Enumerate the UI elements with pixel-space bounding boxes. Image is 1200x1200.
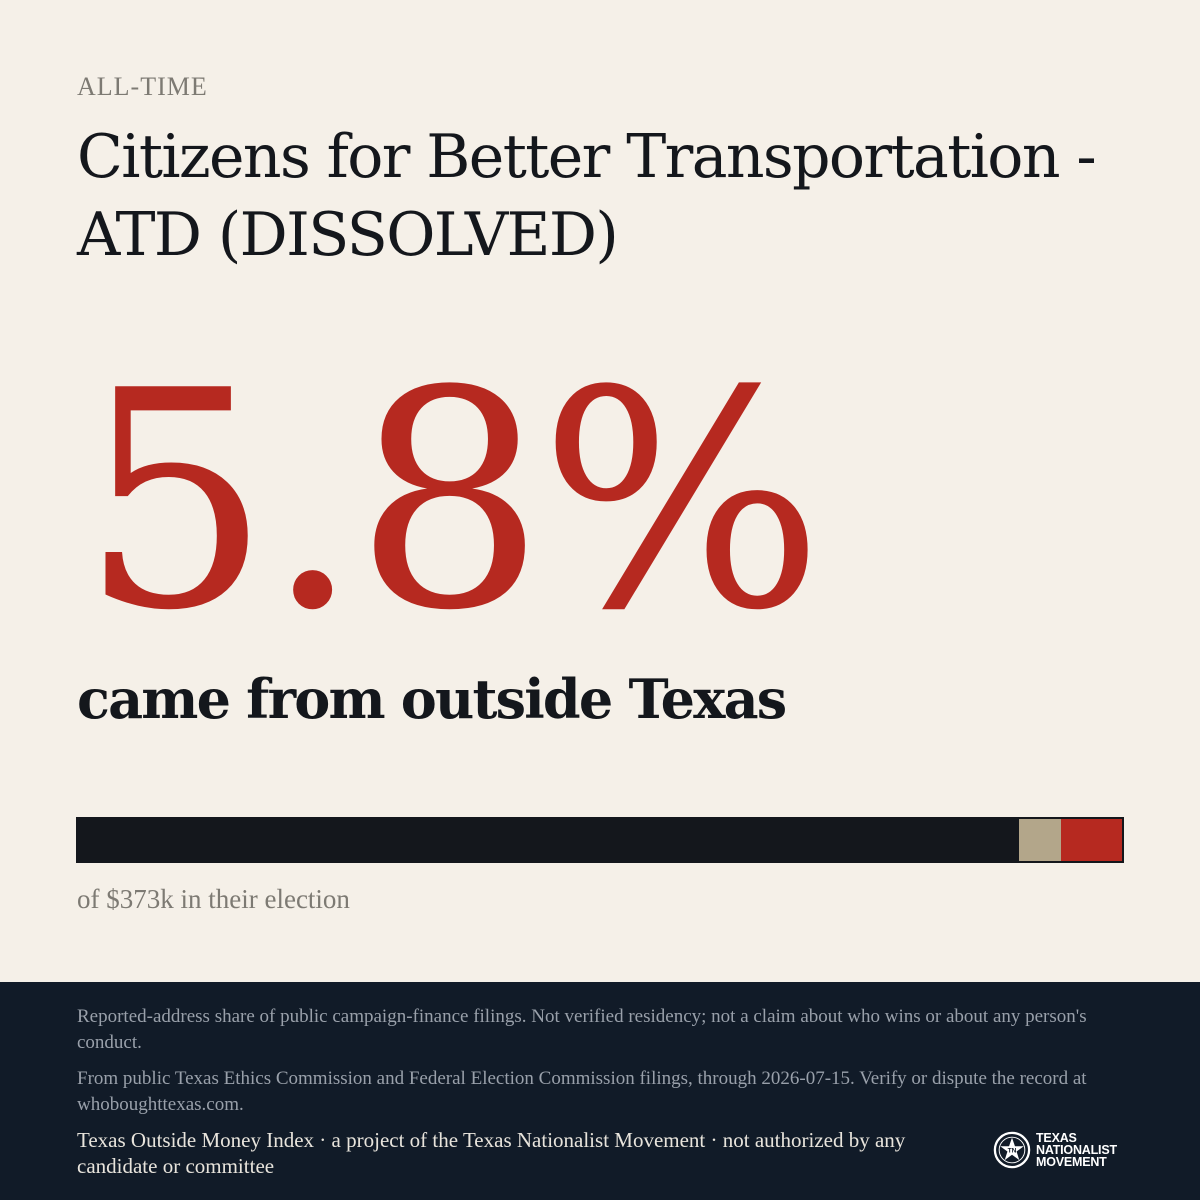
time-range-label: ALL-TIME [77, 72, 208, 101]
tnm-logo: TN TEXAS NATIONALIST MOVEMENT [993, 1131, 1117, 1169]
disclaimer-text: Reported-address share of public campaig… [77, 1006, 1087, 1053]
outside-share-stat: 5.8% [80, 327, 824, 676]
svg-text:TN: TN [1008, 1147, 1017, 1154]
bar-segment-outside [1061, 819, 1122, 861]
stat-subtitle: came from outside Texas [77, 667, 787, 731]
logo-line-2: NATIONALIST [1036, 1143, 1117, 1157]
committee-title: Citizens for Better Transportation - ATD… [77, 122, 1097, 270]
logo-line-3: MOVEMENT [1036, 1155, 1107, 1169]
logo-line-1: TEXAS [1036, 1131, 1077, 1145]
share-bar [76, 817, 1124, 863]
source-text: From public Texas Ethics Commission and … [77, 1068, 1087, 1115]
bar-segment-texas [78, 819, 1019, 861]
total-caption: of $373k in their election [77, 884, 350, 914]
star-seal-icon: TN [993, 1131, 1031, 1169]
credit-text: Texas Outside Money Index · a project of… [77, 1128, 906, 1178]
bar-segment-unknown [1018, 819, 1062, 861]
